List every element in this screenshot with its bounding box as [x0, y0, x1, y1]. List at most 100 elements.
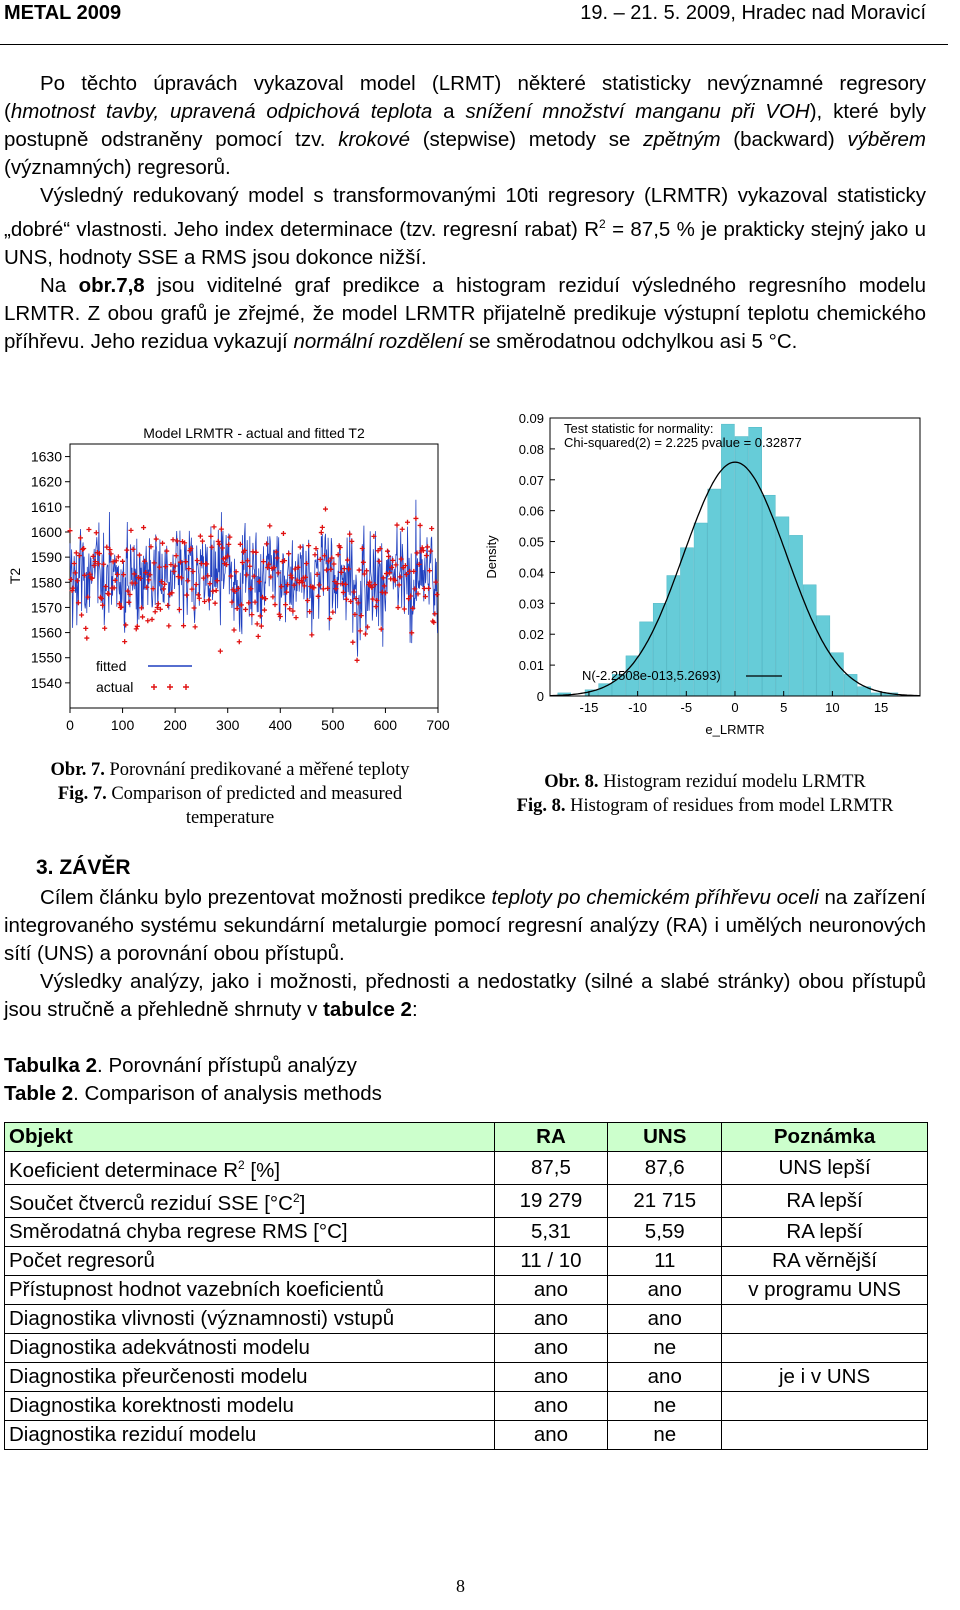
fig7-legend-box: [90, 652, 198, 698]
table-row: Přístupnost hodnot vazebních koeficientů…: [4, 1274, 928, 1305]
fig7-legend-actual-swatch: [151, 684, 157, 690]
fig8-xlabel: e_LRMTR: [705, 722, 764, 737]
fig7-axes: [65, 443, 439, 713]
fig7-actual-point: [316, 582, 322, 588]
table-cell: [721, 1332, 928, 1363]
table-cell: ano: [493, 1361, 609, 1392]
fig7-actual-point: [361, 571, 367, 577]
page-number: 8: [456, 1576, 465, 1596]
fig7-actual-point: [278, 584, 284, 590]
table-cell: ano: [607, 1274, 723, 1305]
fig7-actual-point: [196, 595, 202, 601]
table-caption-cz-label: Tabulka 2: [4, 1054, 98, 1077]
table-cell: ne: [607, 1390, 723, 1421]
table-cell: Součet čtverců reziduí SSE [°C2]: [4, 1183, 495, 1218]
fig7-actual-point: [170, 537, 176, 543]
fig7-actual-point: [155, 601, 161, 607]
table-cell: ne: [607, 1419, 723, 1450]
fig7-actual-point: [193, 581, 199, 587]
paragraph-lrmtr-result: Výsledný redukovaný model s transformova…: [4, 182, 926, 272]
fig7-actual-point: [243, 606, 249, 612]
fig7-actual-point: [289, 575, 295, 581]
table-cell-run: Počet regresorů: [9, 1248, 155, 1272]
fig7-actual-point: [168, 562, 174, 568]
fig7-actual-point: [275, 570, 281, 576]
fig7-actual-point: [122, 639, 128, 645]
fig7-actual-point: [359, 545, 365, 551]
para1-run: a: [432, 100, 466, 123]
fig8-bars: [557, 423, 899, 697]
para2-run: Výsledný redukovaný model s transformova…: [4, 184, 926, 241]
fig7-actual-point: [410, 605, 416, 611]
para4-run: Cílem článku bylo prezentovat možnosti p…: [40, 886, 492, 909]
fig8-curve-label: N(-2.2508e-013,5.2693): [582, 668, 721, 683]
fig7-actual-point: [271, 565, 277, 571]
fig7-actual-point: [390, 557, 396, 563]
fig7-actual-point: [205, 573, 211, 579]
fig7-actual-point: [102, 625, 108, 631]
para1-run: Po těchto úpravách vykazoval model (LRMT…: [4, 72, 926, 123]
fig7-actual-point: [403, 572, 409, 578]
fig7-actual-point: [132, 580, 138, 586]
fig7-actual-point: [270, 594, 276, 600]
fig7-actual-point: [411, 568, 417, 574]
fig7-actual-point: [287, 606, 293, 612]
fig7-actual-point: [228, 573, 234, 579]
table-row: Součet čtverců reziduí SSE [°C2] 19 279 21…: [4, 1183, 928, 1218]
fig7-xtick-label: 500: [321, 717, 345, 733]
table-cell-run: Součet čtverců reziduí SSE [°C: [9, 1191, 293, 1215]
fig7-actual-point: [67, 528, 73, 534]
fig7-actual-point: [380, 575, 386, 581]
fig7-actual-point: [342, 581, 348, 587]
fig7-plot-frame: [69, 443, 439, 709]
table-cell: Směrodatná chyba regrese RMS [°C]: [4, 1216, 495, 1247]
fig7-actual-point: [133, 626, 139, 632]
fig7-actual-point: [89, 575, 95, 581]
table-cell: je i v UNS: [721, 1361, 928, 1392]
fig7-actual-point: [260, 559, 266, 565]
fig7-actual-point: [235, 585, 241, 591]
fig7-actual-point: [152, 609, 158, 615]
fig7-actual-point: [202, 598, 208, 604]
fig7-actual-point: [348, 598, 354, 604]
fig7-actual-point: [72, 570, 78, 576]
fig7-actual-point: [153, 536, 159, 542]
fig7-actual-point: [143, 570, 149, 576]
fig8-xtick-label: -5: [681, 700, 693, 715]
fig7-legend-actual-label: actual: [96, 679, 133, 695]
fig7-actual-point: [145, 618, 151, 624]
fig8-xtick-label: 0: [731, 700, 738, 715]
fig7-actual-point: [232, 588, 238, 594]
table-cell: 19 279: [493, 1183, 609, 1218]
fig8-caption-cz-label: Obr. 8.: [544, 772, 599, 792]
fig7-actual-point: [427, 568, 433, 574]
fig7-actual-point: [398, 556, 404, 562]
fig7-actual-point: [433, 579, 439, 585]
fig7-actual-point: [416, 561, 422, 567]
fig7-actual-point: [371, 533, 377, 539]
fig7-actual-point: [121, 572, 127, 578]
fig7-actual-point: [184, 592, 190, 598]
para3-run: normální rozdělení: [293, 329, 464, 353]
fig7-actual-point: [104, 544, 110, 550]
fig8-ytick-label: 0.08: [519, 442, 544, 457]
fig7-caption-en-label: Fig. 7.: [57, 784, 107, 804]
fig7-actual-point: [324, 567, 330, 573]
fig7-actual-point: [160, 540, 166, 546]
table-cell: 11: [607, 1245, 723, 1276]
fig7-actual-point: [369, 584, 375, 590]
fig7-actual-point: [136, 552, 142, 558]
fig7-actual-point: [95, 561, 101, 567]
fig7-actual-point: [417, 522, 423, 528]
fig7-actual-point: [319, 524, 325, 530]
paragraph-summary: Výsledky analýzy, jako i možnosti, předn…: [4, 968, 926, 1024]
fig7-actual-point: [176, 606, 182, 612]
fig8-ytick-label: 0.07: [519, 473, 544, 488]
fig8-caption-en: Fig. 8. Histogram of residues from model…: [480, 794, 930, 818]
table-cell: ano: [493, 1274, 609, 1305]
table-row: Diagnostika korektnosti modelu ano ne: [4, 1390, 928, 1421]
fig7-actual-point: [87, 571, 93, 577]
fig7-actual-point: [166, 623, 172, 629]
fig7-actual-point: [127, 592, 133, 598]
fig7-actual-point: [114, 571, 120, 577]
